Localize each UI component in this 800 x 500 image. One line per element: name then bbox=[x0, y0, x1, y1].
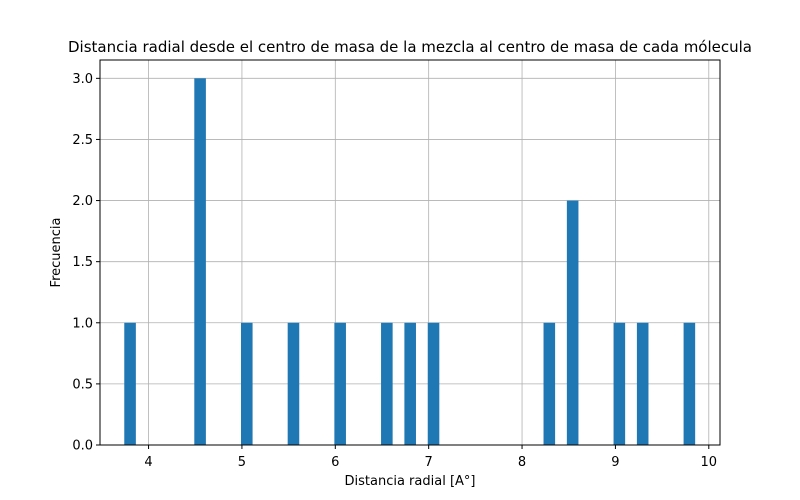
y-tick-label: 0.0 bbox=[72, 439, 93, 454]
x-tick-label: 7 bbox=[425, 455, 433, 470]
x-tick-label: 4 bbox=[144, 455, 152, 470]
chart-title: Distancia radial desde el centro de masa… bbox=[68, 38, 752, 56]
x-tick-label: 9 bbox=[611, 455, 619, 470]
histogram-bar bbox=[543, 322, 556, 445]
x-tick-label: 8 bbox=[518, 455, 526, 470]
x-tick-label: 10 bbox=[701, 455, 718, 470]
x-axis-ticks: 4 5 6 7 8 9 10 bbox=[144, 445, 717, 470]
histogram-bar bbox=[381, 322, 393, 445]
x-axis-label: Distancia radial [A°] bbox=[345, 474, 476, 489]
y-tick-label: 2.5 bbox=[72, 133, 93, 148]
histogram-bar bbox=[404, 322, 416, 445]
plot-frame bbox=[99, 59, 721, 446]
histogram-bar bbox=[566, 200, 579, 445]
y-axis-ticks: 0.0 0.5 1.0 1.5 2.0 2.5 3.0 bbox=[72, 72, 100, 454]
y-tick-label: 0.5 bbox=[72, 377, 93, 392]
x-tick-label: 5 bbox=[238, 455, 246, 470]
y-axis-label: Frecuencia bbox=[49, 218, 64, 288]
histogram-bar bbox=[427, 322, 440, 445]
y-tick-label: 1.5 bbox=[72, 255, 93, 270]
y-tick-label: 3.0 bbox=[72, 72, 93, 87]
histogram-bar bbox=[613, 322, 626, 445]
y-tick-label: 2.0 bbox=[72, 194, 93, 209]
bars bbox=[124, 78, 696, 445]
histogram-bar bbox=[124, 322, 136, 445]
histogram-bar bbox=[334, 322, 346, 445]
histogram-bar bbox=[683, 322, 696, 445]
histogram-bar bbox=[287, 322, 300, 445]
histogram-bar bbox=[194, 78, 206, 445]
histogram-bar bbox=[240, 322, 253, 445]
x-tick-label: 6 bbox=[331, 455, 339, 470]
histogram-bar bbox=[636, 322, 649, 445]
y-tick-label: 1.0 bbox=[72, 316, 93, 331]
